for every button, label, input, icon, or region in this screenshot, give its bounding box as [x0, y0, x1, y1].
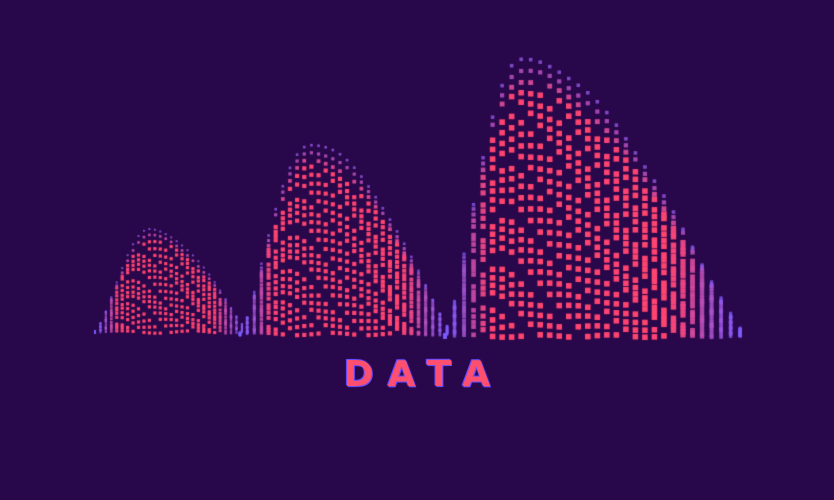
title-text: DATA [343, 354, 505, 395]
